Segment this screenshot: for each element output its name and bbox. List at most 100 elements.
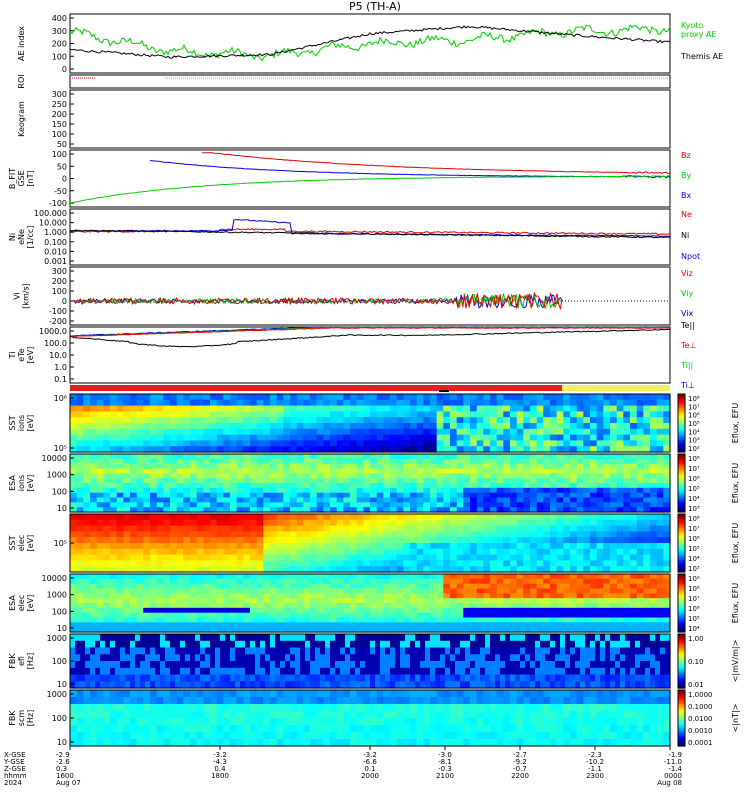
esa_ion-cell [323, 454, 330, 459]
esa_ion-cell [463, 488, 470, 493]
sst_elec-cell [77, 537, 84, 543]
esa_ion-cell [303, 459, 310, 464]
sst_elec-cell [363, 537, 370, 543]
esa_ion-cell [77, 464, 84, 469]
esa_ion-cell [557, 459, 564, 464]
sst_elec-cell [370, 514, 377, 520]
fbk_e-cell [220, 668, 226, 675]
sst_ion-cell [150, 417, 157, 423]
esa_elec-cell [323, 584, 330, 589]
sst_elec-cell [637, 520, 644, 526]
sst_elec-cell [310, 520, 317, 526]
esa_elec-cell [190, 618, 197, 623]
esa_elec-cell [543, 622, 550, 627]
fbk_e-cell [405, 675, 411, 682]
sst_ion-cell [437, 394, 444, 400]
sst_elec-cell [350, 555, 357, 561]
fbk_e-cell [255, 654, 261, 661]
esa_ion-cell [343, 483, 350, 488]
sst_elec-cell [117, 543, 124, 549]
esa_elec-cell [390, 584, 397, 589]
esa_ion-cell [623, 478, 630, 483]
sst_elec-cell [183, 526, 190, 532]
esa_ion-cell [83, 459, 90, 464]
esa_ion-cell [630, 493, 637, 498]
sst_ion-cell [430, 429, 437, 435]
fbk_e-cell [305, 641, 311, 648]
fbk_e-cell [610, 654, 616, 661]
sst_ion-cell [297, 429, 304, 435]
esa_ion-cell [110, 478, 117, 483]
sst_ion-cell [163, 417, 170, 423]
esa_ion-cell [623, 459, 630, 464]
sst_ion-cell [397, 411, 404, 417]
fbk_e-cell [455, 641, 461, 648]
sst_elec-cell [350, 520, 357, 526]
fbk_e-cell [505, 634, 511, 641]
fbk_e-cell [270, 648, 276, 655]
sst_ion-cell [550, 394, 557, 400]
esa_ion-cell [263, 459, 270, 464]
esa_ion-cell [630, 502, 637, 507]
sst_elec-cell [123, 555, 130, 561]
esa_ion-cell [137, 502, 144, 507]
esa_elec-cell [163, 579, 170, 584]
fbk_e-cell [245, 668, 251, 675]
sst_ion-cell [383, 435, 390, 441]
sst_ion-cell [390, 429, 397, 435]
sst_ion-cell [483, 423, 490, 429]
fbk_e-cell [195, 654, 201, 661]
fbk_e-cell [155, 675, 161, 682]
esa_ion-cell [83, 498, 90, 503]
esa_ion-cell [517, 478, 524, 483]
esa_ion-cell [243, 493, 250, 498]
sst_ion-cell [123, 429, 130, 435]
sst_elec-cell [210, 555, 217, 561]
sst_ion-cell [97, 423, 104, 429]
esa_elec-cell [350, 598, 357, 603]
sst_elec-cell [423, 555, 430, 561]
keogram-ytick: 100 [52, 130, 67, 139]
sst_ion-cell [230, 394, 237, 400]
fbk_e-cell [210, 668, 216, 675]
sst_elec-cell [450, 520, 457, 526]
sst_elec-cell [437, 560, 444, 566]
sst_ion-cell [350, 417, 357, 423]
esa_elec-cell [137, 584, 144, 589]
fbk_e-cell [345, 668, 351, 675]
esa_ion-cell [190, 502, 197, 507]
sst_elec-cell [403, 543, 410, 549]
bfield-ytick: 50 [57, 162, 67, 171]
esa_elec-cell [397, 584, 404, 589]
esa_elec-cell [283, 598, 290, 603]
sst_elec-cell [530, 526, 537, 532]
esa_ion-cell [410, 483, 417, 488]
fbk_e-cell [275, 648, 281, 655]
esa_ion-cell [290, 459, 297, 464]
sst_ion-cell [163, 423, 170, 429]
esa_elec-cell [303, 574, 310, 579]
esa_elec-cell [183, 579, 190, 584]
sst_elec-cell [643, 520, 650, 526]
fbk_e-cell [80, 675, 86, 682]
sst_ion-cell [397, 394, 404, 400]
esa_ion-cell [557, 478, 564, 483]
esa_elec-cell [257, 608, 264, 613]
fbk_e-cell [140, 668, 146, 675]
sst_elec-cell [550, 520, 557, 526]
esa_ion-cell [350, 493, 357, 498]
sst_elec-cell [357, 543, 364, 549]
esa_elec-cell [170, 613, 177, 618]
esa_elec-cell [443, 579, 450, 584]
sst_ion-cell [257, 411, 264, 417]
sst_ion-cell [537, 417, 544, 423]
esa_ion-cell [363, 464, 370, 469]
fbk_e-cell [590, 675, 596, 682]
esa_elec-cell [430, 603, 437, 608]
sst_ion-cell [530, 411, 537, 417]
esa_elec-cell [570, 584, 577, 589]
sst_ion-cell [483, 429, 490, 435]
fbk_e-cell [150, 675, 156, 682]
sst_ion-cell [590, 423, 597, 429]
esa_elec-cell [270, 613, 277, 618]
